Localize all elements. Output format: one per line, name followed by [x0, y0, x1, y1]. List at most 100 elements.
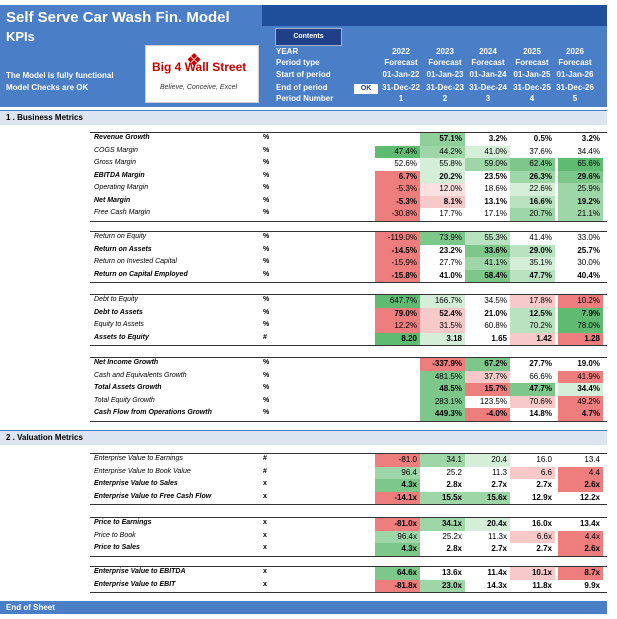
metric-unit: %: [263, 409, 270, 416]
metric-label: Enterprise Value to Sales: [94, 480, 178, 487]
metric-unit: %: [263, 296, 270, 303]
metric-value: 1.65: [491, 333, 507, 343]
header-year-col-5: 2026: [566, 47, 584, 56]
metric-value: 11.8x: [532, 580, 552, 590]
metric-value: 25.2x: [442, 531, 462, 541]
metric-value: 1.28: [558, 332, 603, 345]
metric-value: 19.0%: [577, 359, 600, 368]
header-label-start-of-period: Start of period: [276, 70, 331, 79]
metric-label: Price to Earnings: [94, 519, 152, 526]
table-row: Enterprise Value to EBITDA x 64.6x 13.6x 11.…: [90, 567, 607, 580]
metric-value: 11.4x: [487, 568, 507, 577]
metric-value: 12.2x: [579, 492, 600, 502]
metric-label: Enterprise Value to Earnings: [94, 455, 183, 462]
metric-label: Total Assets Growth: [94, 384, 162, 391]
header-end-of-period-col-4: 31-Dec-25: [513, 83, 551, 92]
metric-value: 29.6%: [558, 170, 603, 183]
metric-value: 2.7x: [536, 480, 552, 489]
metric-label: Gross Margin: [94, 159, 137, 166]
metric-value: 20.7%: [510, 208, 555, 221]
metric-unit: %: [263, 233, 270, 240]
table-row: Enterprise Value to EBIT x -81.8x 23.0x 14.3…: [90, 579, 607, 592]
metric-value: 49.2%: [558, 395, 603, 408]
header-year-col-4: 2025: [523, 47, 541, 56]
metric-unit: %: [263, 384, 270, 391]
header-start-of-period-col-2: 01-Jan-23: [426, 70, 464, 79]
metric-label: Assets to Equity: [94, 333, 149, 341]
table-row: Net Income Growth% -337.9% 67.2% 27.7% 19.0%: [90, 358, 607, 371]
metric-value: 14.8%: [529, 409, 552, 418]
header-label-period-type: Period type: [276, 58, 320, 67]
metric-value: 6.6x: [510, 530, 555, 543]
table-row: Return on Capital Employed% -15.8% 41.0% 58…: [90, 269, 607, 282]
header-end-of-period-col-1: 31-Dec-22: [382, 83, 420, 92]
metric-value: 44.2%: [420, 145, 465, 158]
metric-unit: x: [263, 480, 267, 487]
metric-value: 48.5%: [420, 383, 465, 396]
metric-value: 16.0x: [531, 519, 552, 528]
header-label-period-number: Period Number: [276, 94, 334, 103]
metric-value: 0.5%: [533, 134, 552, 143]
metric-value: 16.6%: [510, 195, 555, 208]
metric-value: 8.20: [375, 332, 420, 345]
metric-value: 17.8%: [510, 295, 555, 308]
metric-value: 59.0%: [465, 158, 510, 171]
metric-value: 22.6%: [510, 183, 555, 196]
metric-unit: x: [263, 519, 267, 526]
metric-label: Net Income Growth: [94, 359, 159, 366]
metric-unit: %: [263, 359, 270, 366]
metric-unit: %: [263, 308, 270, 316]
model-status-note: The Model is fully functional: [6, 71, 114, 80]
metric-value: 37.7%: [465, 370, 510, 383]
metric-value: 2.6x: [558, 479, 603, 492]
metric-value: 96.4x: [375, 530, 420, 543]
metric-value: [375, 383, 420, 396]
metric-label: Price to Sales: [94, 544, 140, 551]
metric-unit: %: [263, 146, 270, 154]
metrics-block-7: Enterprise Value to EBITDA x 64.6x 13.6x 11.…: [90, 566, 607, 593]
metric-value: 21.1%: [558, 208, 603, 221]
metric-value: -81.0: [375, 454, 420, 467]
contents-button[interactable]: Contents: [275, 28, 342, 46]
metric-unit: %: [263, 159, 270, 166]
metric-label: Cash and Equivalents Growth: [94, 371, 187, 379]
metrics-block-4: Net Income Growth% -337.9% 67.2% 27.7% 19.0%…: [90, 357, 607, 422]
metrics-block-2: Return on Equity% -119.0% 73.9% 55.3% 41.4% 3…: [90, 231, 607, 283]
metric-value: 647.7%: [375, 295, 420, 308]
metric-value: 8.7x: [558, 567, 603, 580]
metric-value: [375, 358, 420, 371]
metric-value: -5.3%: [375, 183, 420, 196]
metric-value: 8.1%: [420, 195, 465, 208]
header-period-number-col-4: 4: [529, 94, 535, 103]
metric-unit: x: [263, 580, 267, 588]
metric-value: 52.6%: [394, 159, 417, 168]
metric-value: -81.8x: [375, 579, 420, 592]
metrics-block-6: Price to Earnings x -81.0x 34.1x 20.4x 16.0x 1…: [90, 517, 607, 557]
table-row: Operating Margin% -5.3% 12.0% 18.6% 22.6% 25.…: [90, 183, 607, 196]
metric-value: 4.4: [558, 466, 603, 479]
metric-unit: %: [263, 184, 270, 191]
metric-value: 30.0%: [577, 258, 600, 267]
table-row: Total Assets Growth% 48.5% 15.7% 47.7% 34.4%: [90, 383, 607, 396]
header-period-number-col-3: 3: [485, 94, 491, 103]
metric-value: [375, 371, 420, 384]
metric-value: 2.6x: [558, 543, 603, 556]
table-row: Price to Book x 96.4x 25.2x 11.3x 6.6x 4.4x: [90, 530, 607, 543]
metric-value: 18.6%: [484, 184, 507, 193]
metric-value: -14.1x: [375, 491, 420, 504]
logo-text: Big 4 Wall Street: [152, 60, 247, 74]
metric-value: 34.4%: [558, 383, 603, 396]
header-end-of-period-col-3: 31-Dec-24: [469, 83, 507, 92]
metric-label: Operating Margin: [94, 184, 149, 191]
metric-value: -30.8%: [375, 208, 420, 221]
table-row: Cash Flow from Operations Growth% 449.3% -…: [90, 408, 607, 421]
metric-value: 23.2%: [439, 245, 462, 255]
metric-value: 15.5x: [420, 491, 465, 504]
header-start-of-period-col-5: 01-Jan-26: [556, 70, 594, 79]
table-row: Cash and Equivalents Growth% 481.5% 37.7% 6…: [90, 370, 607, 384]
metric-value: -337.9%: [420, 358, 465, 371]
metric-label: Debt to Equity: [94, 296, 138, 303]
header-period-number-col-2: 2: [442, 94, 448, 103]
metric-label: Enterprise Value to EBITDA: [94, 568, 186, 575]
metric-unit: #: [263, 333, 267, 341]
